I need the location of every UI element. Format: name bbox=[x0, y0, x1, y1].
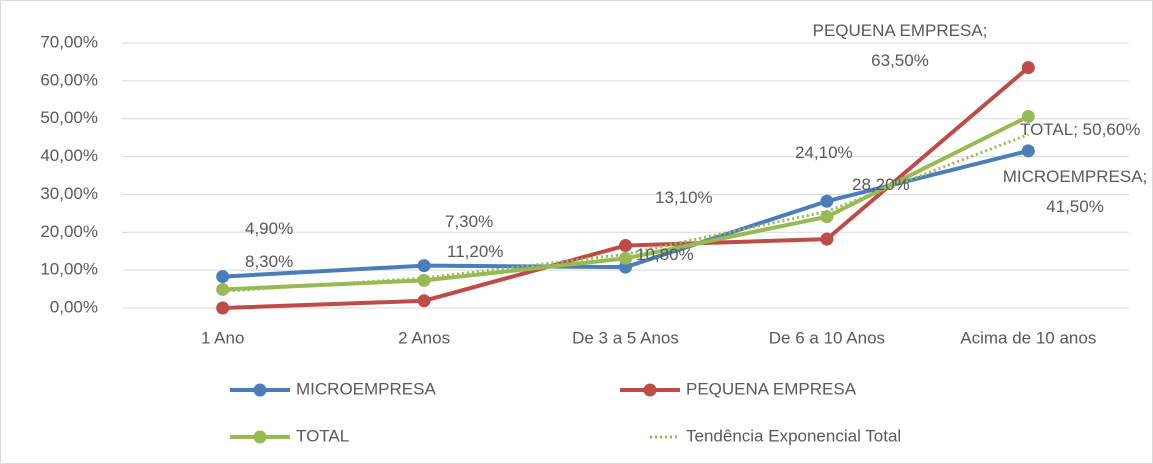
data-label: PEQUENA EMPRESA; 63,50% bbox=[812, 21, 988, 70]
y-tick-label: 0,00% bbox=[50, 297, 98, 316]
marker bbox=[417, 294, 431, 308]
y-tick-label: 50,00% bbox=[40, 108, 98, 127]
data-label: TOTAL; 50,60% bbox=[1020, 120, 1141, 139]
x-tick-label: De 3 a 5 Anos bbox=[572, 328, 679, 347]
legend-label: Tendência Exponencial Total bbox=[686, 426, 901, 445]
data-label: MICROEMPRESA; 41,50% bbox=[1002, 167, 1148, 216]
y-tick-label: 60,00% bbox=[40, 70, 98, 89]
legend-label: TOTAL bbox=[296, 426, 349, 445]
marker bbox=[216, 301, 230, 315]
marker bbox=[1021, 109, 1035, 123]
marker bbox=[216, 270, 230, 284]
x-tick-label: 2 Anos bbox=[398, 328, 450, 347]
data-label: 13,10% bbox=[655, 188, 713, 207]
legend-marker bbox=[643, 383, 657, 397]
data-label: 11,20% bbox=[447, 242, 504, 261]
legend-label: MICROEMPRESA bbox=[296, 379, 436, 398]
marker bbox=[417, 259, 431, 273]
data-label: 28,20% bbox=[852, 175, 910, 194]
marker bbox=[417, 273, 431, 287]
marker bbox=[820, 232, 834, 246]
data-label: 8,30% bbox=[245, 252, 294, 271]
data-label: 7,30% bbox=[445, 212, 494, 231]
marker bbox=[1021, 144, 1035, 158]
marker bbox=[820, 194, 834, 208]
legend-label: PEQUENA EMPRESA bbox=[686, 379, 857, 398]
marker bbox=[216, 282, 230, 296]
legend-marker bbox=[253, 430, 267, 444]
y-tick-label: 20,00% bbox=[40, 222, 98, 241]
x-tick-label: 1 Ano bbox=[201, 328, 245, 347]
legend-marker bbox=[253, 383, 267, 397]
y-tick-label: 40,00% bbox=[40, 146, 98, 165]
y-tick-label: 10,00% bbox=[40, 260, 98, 279]
data-label: 10,80% bbox=[636, 245, 694, 264]
data-label: 4,90% bbox=[245, 219, 294, 238]
marker bbox=[619, 239, 632, 253]
y-tick-label: 70,00% bbox=[40, 32, 98, 51]
y-tick-label: 30,00% bbox=[40, 184, 98, 203]
data-label: 24,10% bbox=[795, 143, 853, 162]
marker bbox=[1021, 61, 1035, 75]
x-tick-label: De 6 a 10 Anos bbox=[769, 328, 885, 347]
x-tick-label: Acima de 10 anos bbox=[960, 328, 1096, 347]
